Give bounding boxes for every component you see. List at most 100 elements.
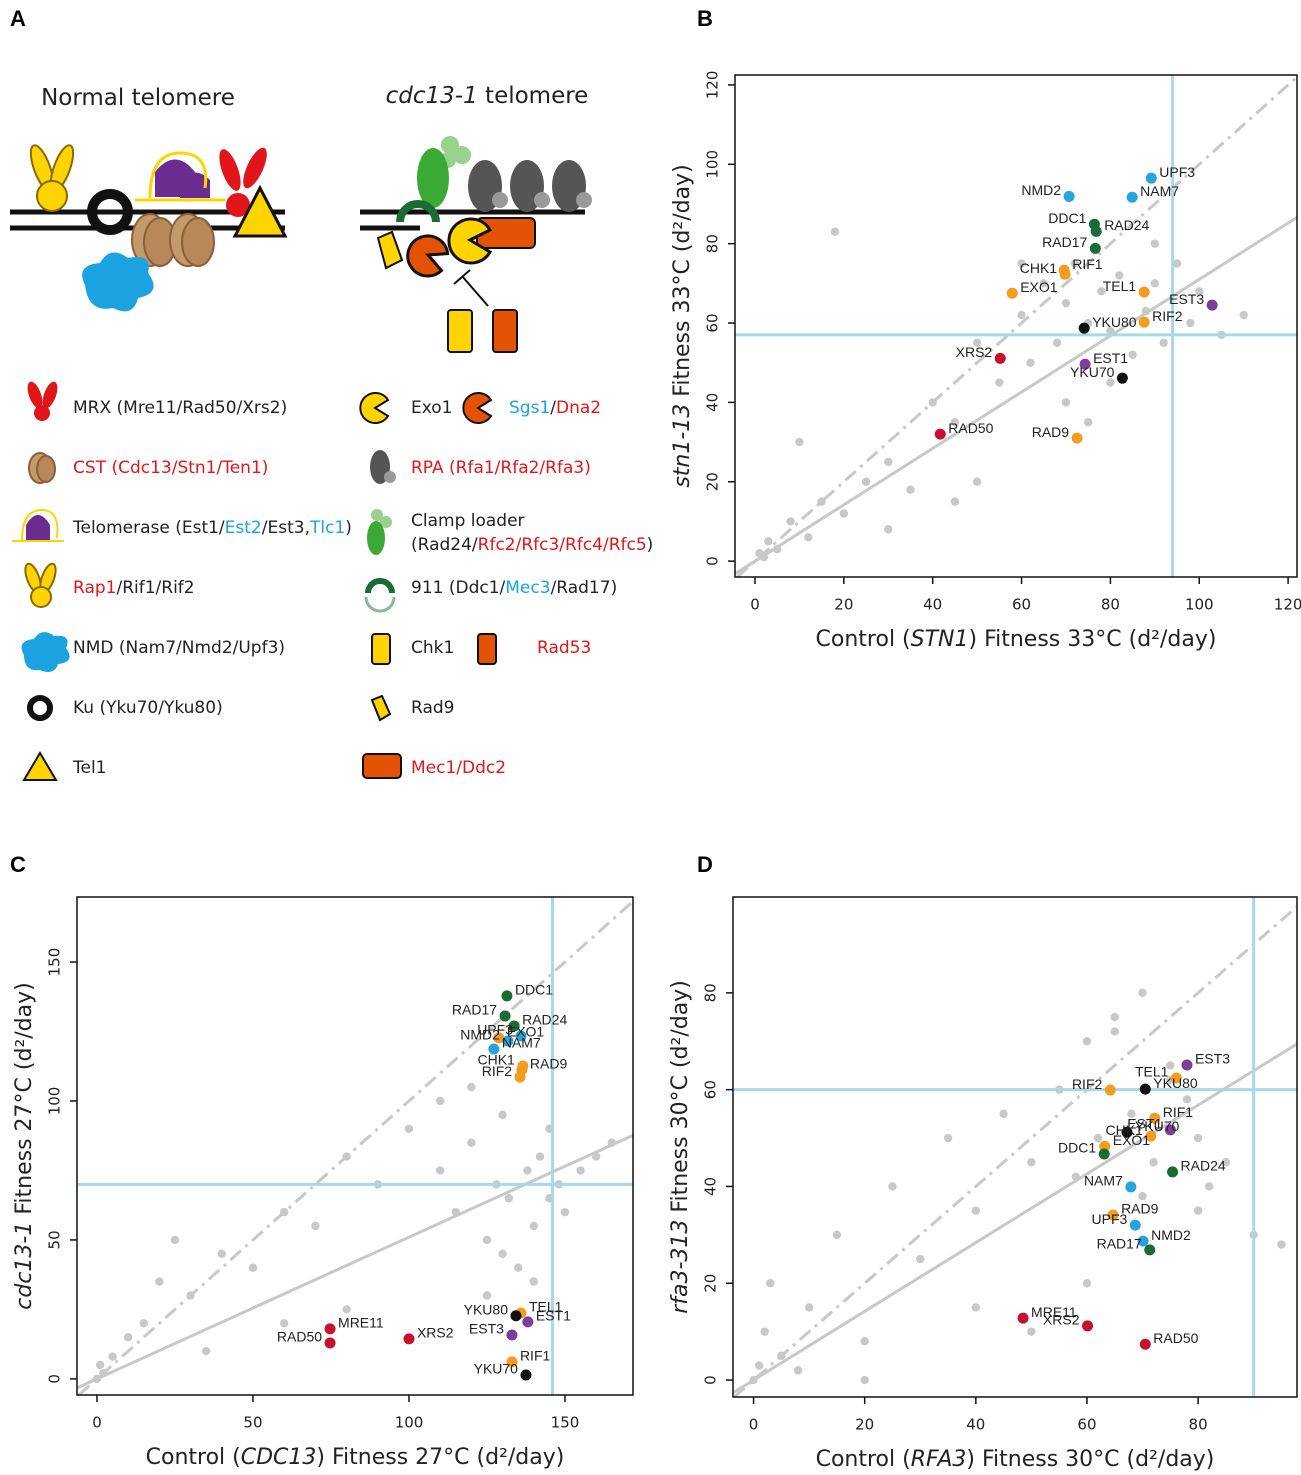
y-axis-title-part: Fitness 30°C (d²/day) xyxy=(668,980,693,1219)
x-tick-label: 40 xyxy=(966,1416,985,1434)
plot-frame xyxy=(76,896,634,1396)
legend-label-part: Exo1 xyxy=(411,398,453,418)
gene-label: MRE11 xyxy=(338,1315,384,1331)
background-point xyxy=(467,1082,476,1092)
legend-label: 911 (Ddc1/Mec3/Rad17) xyxy=(411,578,617,598)
gene-point xyxy=(508,1020,520,1032)
gene-label: RAD9 xyxy=(530,1056,568,1072)
legend-label: RPA (Rfa1/Rfa2/Rfa3) xyxy=(411,458,591,478)
gene-label: NMD2 xyxy=(1151,1227,1191,1243)
gene-label: RAD24 xyxy=(522,1012,567,1028)
gene-label: YKU70 xyxy=(1070,364,1115,380)
legend-label-part: / xyxy=(550,398,556,418)
gene-label: RIF1 xyxy=(1163,1104,1194,1120)
gene-label: RIF2 xyxy=(1152,308,1183,324)
background-point xyxy=(795,437,804,447)
legend-label-part: ) xyxy=(647,535,654,555)
background-point xyxy=(342,1305,351,1314)
x-axis-title-part: Control ( xyxy=(816,1447,911,1471)
legend-label: Tel1 xyxy=(72,758,107,778)
gene-point xyxy=(522,1316,534,1328)
y-tick-label: 150 xyxy=(46,948,64,977)
gene-label: NAM7 xyxy=(502,1035,541,1051)
gene-point xyxy=(1164,1124,1176,1136)
gene-label: EST1 xyxy=(536,1308,571,1324)
legend-label-part: Mec1/Ddc2 xyxy=(411,758,506,778)
x-tick-label: 60 xyxy=(1077,1416,1096,1434)
gene-point xyxy=(1017,1312,1029,1324)
plot-frame xyxy=(732,896,1298,1398)
background-point xyxy=(498,1249,507,1259)
background-point xyxy=(170,1235,180,1245)
background-point xyxy=(1017,310,1026,320)
y-axis-title: stn1-13 Fitness 33°C (d²/day) xyxy=(670,164,695,487)
background-point xyxy=(786,517,795,526)
background-point xyxy=(248,1263,258,1272)
legend-label: Mec1/Ddc2 xyxy=(411,758,506,778)
background-point xyxy=(1082,1279,1092,1288)
background-point xyxy=(1039,279,1048,288)
background-point xyxy=(529,1221,538,1231)
gene-label: TEL1 xyxy=(1103,278,1137,294)
panel-letter: B xyxy=(697,6,713,31)
x-tick-label: 0 xyxy=(92,1414,102,1432)
gene-point xyxy=(520,1369,532,1381)
gene-label: DDC1 xyxy=(515,982,553,998)
gene-label: NAM7 xyxy=(1140,183,1179,199)
legend-label: Rad53 xyxy=(537,638,591,658)
background-point xyxy=(860,1337,869,1346)
gene-point xyxy=(1206,299,1218,311)
legend-label-part: Rad53 xyxy=(537,638,591,658)
background-point xyxy=(950,418,960,427)
identity-line xyxy=(77,900,633,1395)
background-point xyxy=(1205,1182,1214,1191)
gene-label: EXO1 xyxy=(507,1024,545,1040)
y-tick-label: 100 xyxy=(46,1087,64,1116)
x-axis-title-part: STN1 xyxy=(911,627,969,652)
legend-label: (Rad24/Rfc2/Rfc3/Rfc4/Rfc5) xyxy=(411,535,653,555)
gene-label: EST3 xyxy=(469,1321,504,1337)
gene-point xyxy=(1098,1148,1110,1160)
gene-label: RAD17 xyxy=(1042,234,1087,250)
legend-label: NMD (Nam7/Nmd2/Upf3) xyxy=(73,638,285,658)
background-point xyxy=(155,1277,164,1286)
gene-point xyxy=(510,1310,522,1322)
panel-letter: A xyxy=(10,6,26,31)
background-point xyxy=(1159,338,1168,348)
plot-area xyxy=(77,897,633,1395)
gene-label: TEL1 xyxy=(1135,1064,1169,1080)
background-point xyxy=(766,1279,775,1288)
fit-line xyxy=(735,216,1297,576)
background-point xyxy=(467,1138,476,1147)
legend-label-part: Telomerase (Est1/ xyxy=(72,518,225,538)
gene-point xyxy=(1090,225,1102,237)
background-point xyxy=(950,497,960,506)
gene-point xyxy=(1125,1181,1137,1193)
y-tick-label: 60 xyxy=(704,313,722,332)
background-point xyxy=(123,1332,133,1342)
identity-line xyxy=(736,75,1297,577)
gene-label: YKU70 xyxy=(474,1361,519,1377)
gene-point xyxy=(1129,1219,1141,1231)
gene-point xyxy=(324,1337,336,1349)
y-tick-label: 20 xyxy=(704,472,722,491)
gene-point xyxy=(506,1329,518,1341)
background-point xyxy=(1186,318,1195,328)
background-point xyxy=(1026,358,1035,367)
gene-label: EST1 xyxy=(1093,350,1128,366)
legend-label-part: (Rad24/ xyxy=(411,535,478,555)
background-point xyxy=(1017,259,1026,268)
x-tick-label: 150 xyxy=(551,1414,580,1432)
fit-line xyxy=(77,1134,633,1390)
legend-label-part: NMD (Nam7/Nmd2/Upf3) xyxy=(73,638,285,658)
y-axis-title-part: rfa3-313 xyxy=(668,1220,693,1314)
background-point xyxy=(1277,1240,1286,1249)
legend-label: Ku (Yku70/Yku80) xyxy=(73,698,223,718)
gene-point xyxy=(1079,358,1091,370)
diagram-heading-part: cdc13-1 xyxy=(386,83,478,109)
gene-point xyxy=(499,1010,511,1022)
background-point xyxy=(201,1346,211,1356)
legend-label: Rap1/Rif1/Rif2 xyxy=(73,578,195,598)
background-point xyxy=(529,1277,538,1286)
gene-label: XRS2 xyxy=(1043,1312,1080,1328)
